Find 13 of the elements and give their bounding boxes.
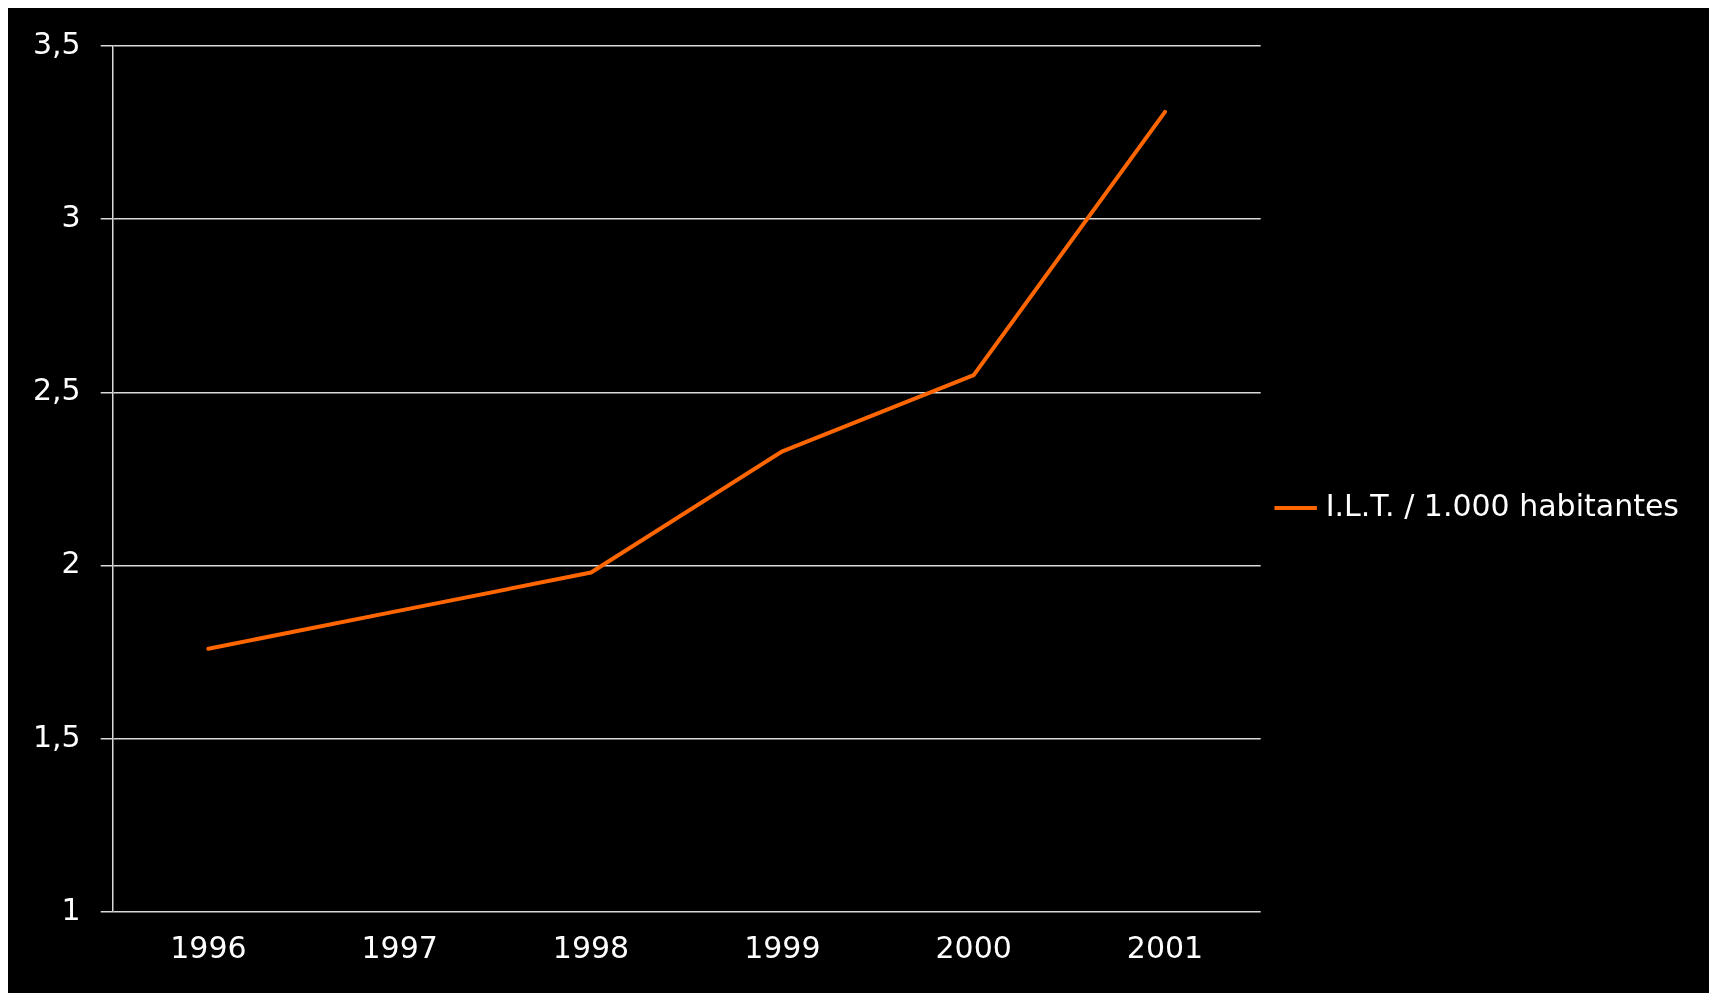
- y-tick-label: 1,5: [32, 718, 81, 754]
- x-tick-label: 2001: [1126, 929, 1204, 965]
- x-tick-label: 1996: [170, 929, 247, 965]
- y-tick-label: 2,5: [32, 372, 81, 408]
- x-tick-label: 2000: [935, 929, 1012, 965]
- y-tick-label: 3: [61, 199, 81, 234]
- y-tick-label: 2: [61, 545, 81, 581]
- x-tick-label: 1997: [361, 929, 438, 965]
- x-tick-label: 1999: [744, 929, 821, 965]
- legend-label: I.L.T. / 1.000 habitantes: [1325, 487, 1680, 523]
- y-tick-label: 1: [61, 891, 81, 927]
- x-tick-label: 1998: [552, 929, 630, 965]
- y-tick-label: 3,5: [32, 25, 81, 61]
